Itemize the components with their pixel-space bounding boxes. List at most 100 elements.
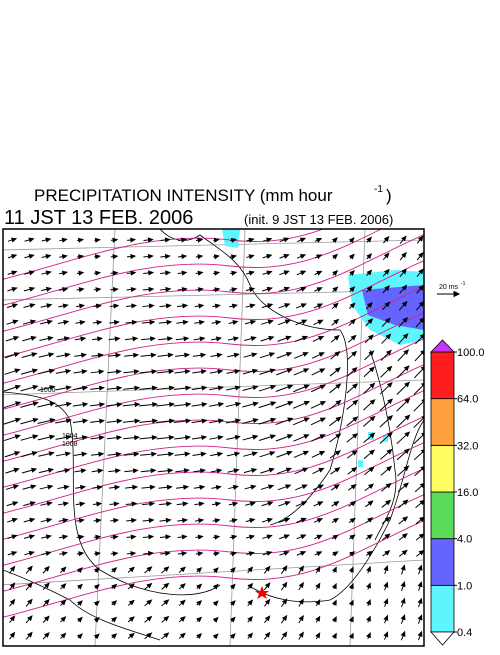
wind-vector-head [32,417,39,423]
wind-vector [413,433,424,445]
wind-vector-head [418,516,424,522]
wind-vector-head [165,303,172,309]
wind-vector-head [14,451,21,456]
wind-vector-head [352,416,359,422]
wind-vector-head [300,534,307,540]
wind-vector-head [283,237,290,243]
wind-vector-head [27,582,33,589]
wind-vector-head [164,253,171,260]
wind-vector-head [349,517,356,524]
wind-vector-head [150,468,157,474]
wind-vector-head [315,632,321,639]
wind-vector-head [267,319,274,325]
wind-vector-head [232,484,239,490]
wind-vector-head [229,600,236,607]
wind-vector-head [418,284,424,291]
isobar [3,442,424,540]
wind-vector-head [11,551,18,556]
wind-vector-head [332,253,338,260]
wind-vector-head [196,616,203,623]
wind-vector-head [81,369,88,375]
wind-vector-head [350,334,357,341]
wind-vector-head [197,270,204,276]
wind-vector-head [214,287,221,293]
wind-vector-head [401,235,407,242]
wind-vector-head [167,336,174,342]
wind-vector-head [284,303,291,309]
wind-vector-head [401,251,407,258]
wind-vector-head [350,500,357,507]
wind-vector-head [14,417,22,423]
wind-vector-head [247,566,254,573]
wind-vector-head [281,598,288,605]
wind-vector-head [201,435,208,441]
wind-vector-head [28,550,35,556]
wind-vector-head [302,450,310,456]
wind-vector-head [167,352,174,358]
wind-vector-head [404,431,411,438]
wind-vector-head [400,597,406,604]
wind-vector-head [97,352,104,358]
wind-vector-head [386,365,393,372]
wind-vector-head [302,467,309,473]
wind-vector-head [215,501,222,507]
wind-vector-head [9,565,16,572]
wind-vector-head [65,434,72,440]
wind-vector-head [197,551,204,557]
wind-vector-head [62,517,69,524]
wind-vector-head [332,517,340,524]
wind-vector-head [214,303,221,309]
wind-vector-head [266,237,273,243]
isobar [3,229,383,306]
wind-vector-head [286,434,294,440]
wind-vector-head [130,253,137,260]
wind-vector-head [283,270,290,276]
wind-vector-head [270,417,277,423]
wind-vector-head [93,600,100,607]
wind-vector-head [319,368,326,374]
wind-vector-head [46,517,53,523]
wind-vector-head [331,237,338,244]
wind-vector-head [163,632,170,638]
wind-vector-head [233,352,240,358]
wind-vector-head [249,303,256,309]
wind-vector-head [217,385,224,391]
wind-vector-head [316,551,323,557]
wind-vector-head [235,401,242,407]
wind-vector-head [114,468,121,474]
wind-vector-head [28,270,35,276]
wind-vector-head [63,336,70,342]
wind-vector-head [349,534,356,540]
wind-vector-head [214,534,221,540]
wind-vector-head [369,399,376,405]
wind-vector-head [81,451,88,457]
wind-vector-head [131,319,138,325]
wind-vector-head [231,287,238,293]
wind-vector-head [95,518,102,524]
wind-vector-head [384,317,391,324]
wind-vector-head [130,534,137,540]
wind-vector-head [333,318,340,325]
wind-vector-head [181,254,188,260]
wind-vector-head [197,534,204,540]
wind-vector-head [29,517,36,523]
wind-vector-head [216,468,223,474]
wind-vector-head [43,615,50,622]
wind-vector-head [349,269,355,276]
wind-vector-head [184,352,191,358]
wind-vector-head [233,468,240,474]
wind-vector-head [148,270,155,276]
wind-vector-head [182,303,189,309]
wind-vector-head [49,401,56,407]
wind-vector-head [402,499,409,506]
wind-vector-head [113,319,120,326]
wind-vector-head [44,565,50,572]
wind-vector-head [266,534,273,540]
wind-vector-head [29,303,36,309]
wind-vector-head [298,614,304,622]
wind-vector-head [319,401,327,406]
wind-vector-head [229,616,236,623]
wind-vector-head [352,433,359,439]
isobar [3,468,424,566]
wind-vector-head [334,367,341,373]
